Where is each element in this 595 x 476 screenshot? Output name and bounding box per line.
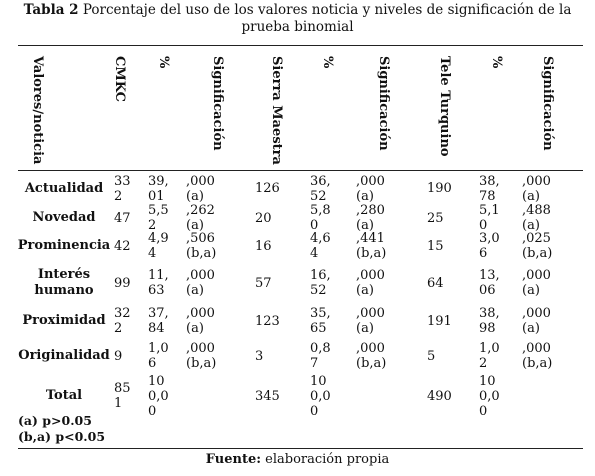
row-label: Actualidad [24, 180, 104, 196]
caption-text: Porcentaje del uso de los valores notici… [82, 2, 572, 35]
table-cell: 851 [114, 381, 131, 411]
table-cell: ,000(a) [522, 268, 551, 298]
footnote: (b,a) p<0.05 [18, 429, 106, 444]
table-cell: 13,06 [479, 268, 500, 298]
footnote: (a) p>0.05 [18, 413, 92, 428]
column-header: Sierra Maestra [269, 56, 284, 165]
column-header: % [156, 56, 171, 69]
table-cell: ,000(a) [356, 306, 385, 336]
table-cell: 123 [255, 313, 280, 329]
table-cell [522, 378, 564, 414]
table-cell: 3 [255, 348, 264, 364]
table-cell: 5,10 [479, 203, 500, 233]
table-cell: 47 [114, 210, 131, 226]
table-cell: 36,52 [310, 173, 331, 204]
table-cell: 99 [114, 275, 131, 291]
column-header: CMKC [112, 56, 127, 103]
table-cell: ,000(a) [522, 173, 551, 204]
table-cell: 191 [427, 313, 452, 329]
column-header: % [320, 56, 335, 69]
table-cell: 0,87 [310, 341, 331, 371]
table-cell: 332 [114, 173, 131, 204]
row-label: Proximidad [22, 313, 106, 328]
bottom-rule [18, 448, 583, 449]
table-cell: 39,01 [148, 173, 169, 204]
row-label: Total [45, 388, 83, 403]
table-cell: 100,00 [148, 373, 169, 419]
table-cell: ,000(a) [356, 173, 385, 204]
table-cell: 57 [255, 275, 272, 291]
table-cell: ,000(a) [522, 306, 551, 336]
source-label: Fuente: [205, 452, 262, 467]
table-cell: ,000(a) [186, 306, 215, 336]
table-cell: 5,80 [310, 203, 331, 233]
table-cell: 3,06 [479, 231, 500, 261]
table-cell: 20 [255, 210, 272, 226]
row-label: Interés humano [34, 267, 94, 298]
table-cell: 345 [255, 388, 280, 404]
table-cell: ,000(b,a) [186, 341, 217, 371]
table-cell: ,000(a) [356, 268, 385, 298]
table-cell: ,506(b,a) [186, 231, 217, 261]
table-cell: 64 [427, 275, 444, 291]
table-cell: 37,84 [148, 306, 169, 336]
column-header: Tele Turquino [437, 56, 452, 157]
table-cell: ,000(a) [186, 173, 215, 204]
table-cell: 322 [114, 306, 131, 336]
table-cell: 100,00 [310, 373, 331, 419]
column-header: Significación [540, 56, 555, 151]
table-cell: 4,64 [310, 231, 331, 261]
table-cell: ,488(a) [522, 203, 551, 233]
table-cell: ,000(b,a) [522, 341, 553, 371]
table-cell: 9 [114, 348, 123, 364]
source-text: elaboración propia [265, 452, 390, 467]
table-cell [356, 378, 398, 414]
table-cell: 126 [255, 181, 280, 196]
column-header: Significación [376, 56, 391, 151]
table-cell: 38,98 [479, 306, 500, 336]
header-rule [18, 170, 583, 171]
table-cell: 25 [427, 210, 444, 226]
table-cell: 5,52 [148, 203, 169, 233]
table-cell: ,441(b,a) [356, 231, 387, 261]
table-cell: 1,02 [479, 341, 500, 371]
top-rule [18, 45, 583, 46]
column-header: Significación [210, 56, 225, 151]
table-cell: ,280(a) [356, 203, 385, 233]
table-cell: 11,63 [148, 268, 169, 298]
table-cell: 15 [427, 238, 444, 254]
row-label: Prominencia [17, 238, 111, 253]
caption: Tabla 2 Porcentaje del uso de los valore… [20, 2, 575, 36]
table-cell: ,262(a) [186, 203, 215, 233]
table-cell: 42 [114, 238, 131, 254]
caption-label: Tabla 2 [23, 2, 79, 18]
table-cell: ,025(b,a) [522, 231, 553, 261]
table-cell: 35,65 [310, 306, 331, 336]
table-cell: 4,94 [148, 231, 169, 261]
table-cell: 16 [255, 238, 272, 254]
row-label: Novedad [32, 210, 96, 225]
column-header: % [489, 56, 504, 69]
table-cell: 16,52 [310, 268, 331, 298]
source: Fuente: elaboración propia [0, 452, 595, 467]
table-cell: 190 [427, 181, 452, 196]
table-cell: 1,06 [148, 341, 169, 371]
table-cell: 100,00 [479, 373, 500, 419]
column-header: Valores/noticia [30, 56, 45, 165]
row-label: Originalidad [18, 348, 110, 363]
table-cell: 38,78 [479, 173, 500, 204]
table-cell: ,000(a) [186, 268, 215, 298]
table-cell: ,000(b,a) [356, 341, 387, 371]
table-cell [186, 378, 228, 414]
table-cell: 490 [427, 388, 452, 404]
table-cell: 5 [427, 348, 436, 364]
